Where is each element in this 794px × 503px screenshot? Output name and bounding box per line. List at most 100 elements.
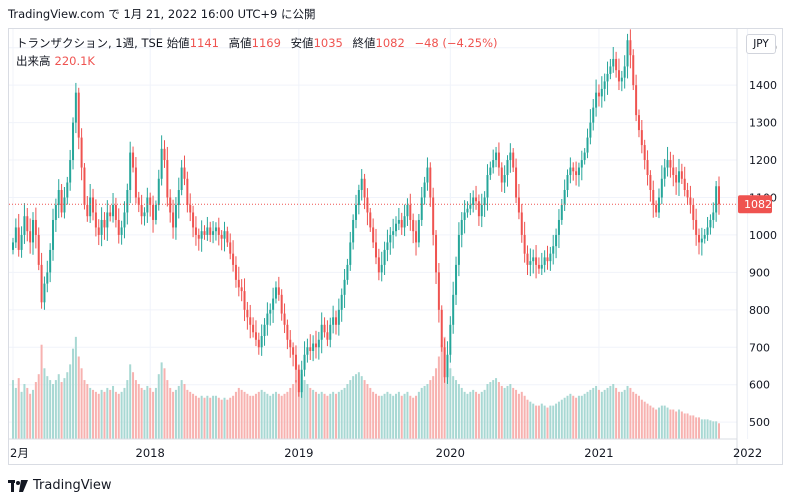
candle <box>203 225 206 240</box>
candle-body <box>140 204 143 217</box>
candle-body <box>663 167 666 179</box>
candle-body <box>383 249 386 265</box>
candle-body <box>349 242 352 265</box>
volume-bar <box>612 384 615 439</box>
candle <box>709 214 712 235</box>
candle-body <box>452 294 455 325</box>
volume-value: 220.1K <box>54 54 95 68</box>
candle <box>675 167 678 195</box>
volume-bar <box>677 409 680 439</box>
volume-bar <box>294 380 297 439</box>
volume-bar <box>126 380 129 439</box>
volume-bar <box>323 393 326 439</box>
candle <box>652 180 655 218</box>
volume-bar <box>469 391 472 439</box>
volume-bar <box>11 380 15 439</box>
volume-bar <box>495 378 498 439</box>
candle <box>515 158 518 204</box>
candle <box>292 342 295 367</box>
candle-body <box>460 219 463 235</box>
candle-body <box>186 178 189 205</box>
candle-body <box>669 160 672 168</box>
candle <box>680 163 683 185</box>
volume-bar <box>349 380 352 439</box>
candle <box>703 228 706 244</box>
candle-body <box>540 264 543 269</box>
candle-body <box>577 167 580 176</box>
volume-bar <box>709 420 712 439</box>
candle <box>260 324 263 356</box>
candle-body <box>672 167 675 176</box>
candle <box>320 312 323 354</box>
candle-body <box>72 122 75 161</box>
volume-bar <box>260 389 263 439</box>
volume-bar <box>629 387 632 439</box>
candle <box>372 218 375 249</box>
volume-bar <box>220 399 223 439</box>
candle <box>389 227 392 255</box>
candle <box>297 365 300 397</box>
candle <box>43 276 46 310</box>
candle-body <box>237 279 240 288</box>
candle-body <box>329 324 332 340</box>
candle-body <box>552 246 555 254</box>
open-label: 始値 <box>166 36 190 50</box>
candle <box>169 189 172 223</box>
candle <box>537 257 540 274</box>
volume-bar <box>503 387 506 439</box>
candle-body <box>263 324 266 337</box>
candle <box>552 234 555 265</box>
candle-body <box>69 160 72 183</box>
volume-bar <box>455 380 458 439</box>
candle-body <box>83 167 86 205</box>
candle-body <box>715 186 718 213</box>
volume-bar <box>675 411 678 439</box>
candle-body <box>154 204 157 220</box>
volume-bar <box>717 423 721 439</box>
last-price-label: 1082 <box>744 198 772 211</box>
candle <box>163 140 166 168</box>
candle <box>446 341 449 384</box>
candle-body <box>177 190 180 205</box>
candle-body <box>214 227 217 232</box>
footer-brand[interactable]: TradingView <box>33 478 112 493</box>
volume-bar <box>466 393 469 439</box>
currency-button[interactable]: JPY <box>746 34 776 54</box>
candle <box>23 203 26 244</box>
candle-body <box>506 160 509 176</box>
candle <box>395 216 398 237</box>
candle-body <box>706 227 709 235</box>
candle <box>592 99 595 131</box>
volume-bar <box>406 391 409 439</box>
candle-body <box>240 287 243 292</box>
candle-body <box>143 212 146 217</box>
volume-bar <box>623 389 626 439</box>
volume-layer <box>11 336 721 439</box>
candle-body <box>183 167 186 179</box>
candle-body <box>132 152 135 168</box>
candle-body <box>243 291 246 310</box>
candle <box>497 142 500 176</box>
candle-body <box>395 223 398 232</box>
volume-bar <box>329 393 332 439</box>
volume-bar <box>160 362 163 439</box>
candle-body <box>249 317 252 325</box>
candle <box>449 316 452 363</box>
candle-body <box>709 219 712 228</box>
candle <box>566 169 569 198</box>
candle-body <box>643 145 646 161</box>
candle-body <box>595 92 598 108</box>
candle-body <box>609 66 612 74</box>
candle-body <box>535 257 538 265</box>
candle-body <box>677 171 680 183</box>
volume-bar <box>97 393 100 439</box>
volume-bar <box>74 336 77 439</box>
volume-bar <box>337 391 340 439</box>
candle <box>103 212 106 240</box>
candle <box>597 84 600 107</box>
candle <box>569 157 572 184</box>
volume-bar <box>412 397 415 439</box>
candle <box>695 208 698 246</box>
candle-body <box>675 175 678 183</box>
